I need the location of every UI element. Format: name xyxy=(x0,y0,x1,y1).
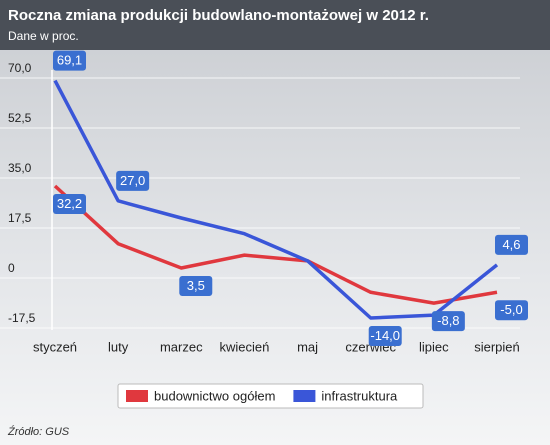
value-label: 4,6 xyxy=(502,237,520,252)
line xyxy=(53,79,499,320)
value-label: -8,8 xyxy=(437,313,459,328)
value-label-box xyxy=(495,300,528,321)
value-label: -14,0 xyxy=(370,328,400,343)
y-tick-label: 0 xyxy=(8,261,15,275)
value-label-box xyxy=(368,326,402,346)
legend-label: infrastruktura xyxy=(321,388,398,403)
y-tick-label: 17,5 xyxy=(8,211,32,225)
legend-swatch xyxy=(293,390,316,402)
y-tick-label: 52,5 xyxy=(8,111,32,125)
chart-subtitle: Dane w proc. xyxy=(8,29,79,43)
header-band xyxy=(0,0,550,50)
y-tick-label: 70,0 xyxy=(8,61,32,75)
legend-label: budownictwo ogółem xyxy=(154,388,275,403)
x-tick-label: sierpień xyxy=(474,339,520,354)
value-label: 32,2 xyxy=(57,196,82,211)
x-tick-label: maj xyxy=(297,339,318,354)
source: Źródło: GUS xyxy=(7,425,70,438)
value-label-box xyxy=(116,170,150,191)
chart-title: Roczna zmiana produkcji budowlano-montaż… xyxy=(8,7,429,24)
legend-swatch xyxy=(126,390,148,402)
y-tick-label: -17,5 xyxy=(8,311,36,325)
x-tick-label: styczeń xyxy=(33,339,77,354)
value-label-box xyxy=(53,50,86,71)
line xyxy=(53,184,498,305)
value-label: -5,0 xyxy=(500,302,522,317)
value-label-box xyxy=(179,276,213,296)
legend-frame xyxy=(117,383,424,409)
value-label-box xyxy=(495,234,528,255)
value-label-box xyxy=(431,311,465,332)
value-label: 69,1 xyxy=(57,53,82,68)
x-tick-label: luty xyxy=(108,339,129,354)
x-tick-label: kwiecień xyxy=(219,339,269,354)
x-tick-label: marzec xyxy=(160,339,203,354)
x-tick-label: lipiec xyxy=(419,339,449,354)
legend: budownictwo ogółem infrastruktura xyxy=(117,383,424,409)
value-label-box xyxy=(53,194,86,214)
y-tick-label: 35,0 xyxy=(8,161,32,175)
value-label: 3,5 xyxy=(187,278,205,293)
value-label: 27,0 xyxy=(120,173,145,188)
